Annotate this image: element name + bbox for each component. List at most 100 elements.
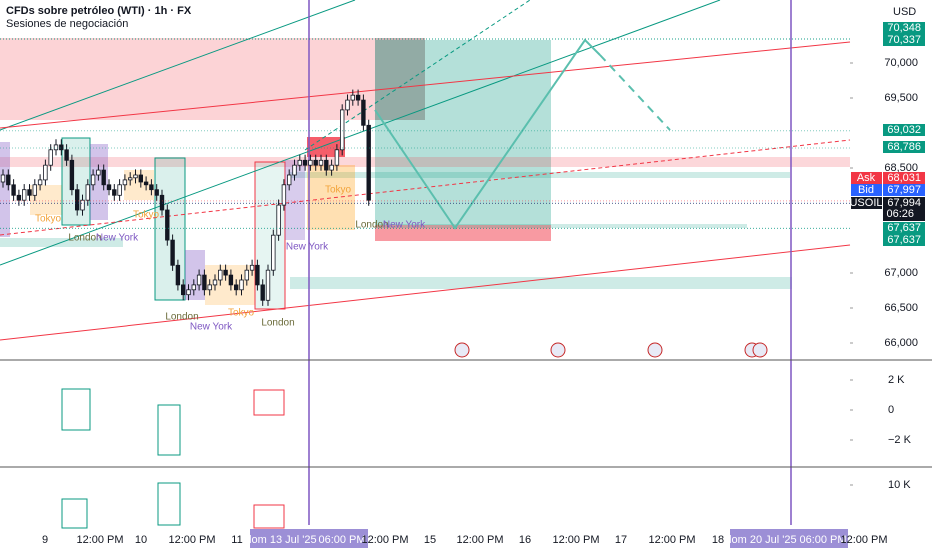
volume-box xyxy=(61,498,88,529)
candle-body xyxy=(48,149,53,166)
x-tick-label: dom 13 Jul '25 xyxy=(245,534,316,546)
y-tick-label: 69,500 xyxy=(884,92,918,104)
candle-body xyxy=(244,269,249,281)
x-tick-label: 06:00 PM xyxy=(318,534,365,546)
x-tick-label: 12:00 PM xyxy=(76,534,123,546)
candle-body xyxy=(324,159,329,171)
x-tick-label: 12:00 PM xyxy=(361,534,408,546)
candle-body xyxy=(159,194,165,211)
price-badge-label: 67,997 xyxy=(887,184,921,196)
price-badge xyxy=(883,184,925,196)
candle-body xyxy=(149,184,154,191)
session-label: London xyxy=(165,312,198,323)
candle-body xyxy=(207,284,212,291)
session-label: Tokyo xyxy=(325,185,352,196)
price-badge-label: 67,994 xyxy=(887,197,921,209)
candle-body xyxy=(112,189,117,196)
candle-body xyxy=(27,189,32,196)
event-icons xyxy=(454,342,768,358)
candle-body xyxy=(223,269,228,276)
x-tick-label: dom 20 Jul '25 xyxy=(725,534,796,546)
zone-box xyxy=(375,38,425,120)
candle-body xyxy=(85,184,90,201)
candle-body xyxy=(297,159,302,166)
candle-body xyxy=(255,264,260,286)
session-label: Tokyo xyxy=(35,214,62,225)
event-icon[interactable] xyxy=(550,342,566,358)
candle-body xyxy=(133,174,138,179)
x-tick-label: 12:00 PM xyxy=(552,534,599,546)
candle-body xyxy=(271,234,276,271)
candle-body xyxy=(0,174,6,183)
candle-body xyxy=(313,159,318,166)
target-zone xyxy=(375,40,551,225)
x-tick-label: 12:00 PM xyxy=(456,534,503,546)
price-badge-label: 67,637 xyxy=(887,234,921,246)
price-badge-name-box xyxy=(851,184,882,196)
x-tick-label: 12:00 PM xyxy=(648,534,695,546)
event-icon[interactable] xyxy=(752,342,768,358)
candle-body xyxy=(143,181,149,186)
band xyxy=(375,224,747,228)
candle-body xyxy=(90,174,96,186)
candle-body xyxy=(75,189,80,211)
session-label: Tokyo xyxy=(133,210,160,221)
candle-body xyxy=(355,94,361,101)
x-tick-label: 12:00 PM xyxy=(168,534,215,546)
y-tick-label: 67,000 xyxy=(884,267,918,279)
candle-body xyxy=(260,284,265,301)
chart-title: CFDs sobre petróleo (WTI) · 1h · FX xyxy=(6,5,192,17)
candle-body xyxy=(101,169,106,186)
projection xyxy=(599,54,671,131)
indicator-box xyxy=(61,388,91,431)
price-badge-label: 67,637 xyxy=(887,222,921,234)
price-badge xyxy=(883,222,925,234)
x-tick-label: 10 xyxy=(135,534,147,546)
candle-body xyxy=(127,177,133,181)
candle-body xyxy=(308,159,313,166)
candle-body xyxy=(59,144,64,151)
band xyxy=(0,157,850,167)
event-icon[interactable] xyxy=(647,342,663,358)
y-tick-label: 70,000 xyxy=(884,57,918,69)
candle-body xyxy=(302,159,308,166)
candle-body xyxy=(202,274,207,291)
y-tick-label: 68,500 xyxy=(884,162,918,174)
candle-body xyxy=(196,274,202,286)
candle-body xyxy=(318,159,324,166)
candle-body xyxy=(276,204,281,236)
candle-body xyxy=(345,99,350,111)
candle-body xyxy=(37,179,43,186)
price-badge-label: 70,348 xyxy=(887,22,921,34)
session-label: New York xyxy=(383,220,426,231)
volume-box xyxy=(253,504,285,529)
candle-body xyxy=(21,189,27,201)
volume-tick-label: 10 K xyxy=(888,479,911,491)
stop-zone xyxy=(375,225,551,241)
candle-body xyxy=(16,194,22,201)
candle-body xyxy=(11,184,16,196)
event-icon[interactable] xyxy=(454,342,470,358)
session-label: New York xyxy=(286,242,329,253)
candle-body xyxy=(233,284,239,291)
candle-body xyxy=(64,149,69,161)
session-box xyxy=(0,142,10,237)
trend-line xyxy=(0,0,721,266)
candle-body xyxy=(339,109,345,151)
candle-body xyxy=(175,264,181,286)
trend-line xyxy=(0,139,851,236)
candle-body xyxy=(69,159,75,191)
session-box xyxy=(90,144,108,220)
indicator-box xyxy=(157,404,181,456)
candle-body xyxy=(43,164,48,181)
candle-body xyxy=(106,184,112,191)
projection xyxy=(374,38,601,230)
price-badge xyxy=(883,22,925,34)
session-label: London xyxy=(261,318,294,329)
indicator-box xyxy=(253,389,285,416)
price-badge xyxy=(883,34,925,46)
chart-subtitle: Sesiones de negociación xyxy=(6,18,128,30)
candle-body xyxy=(292,164,297,176)
